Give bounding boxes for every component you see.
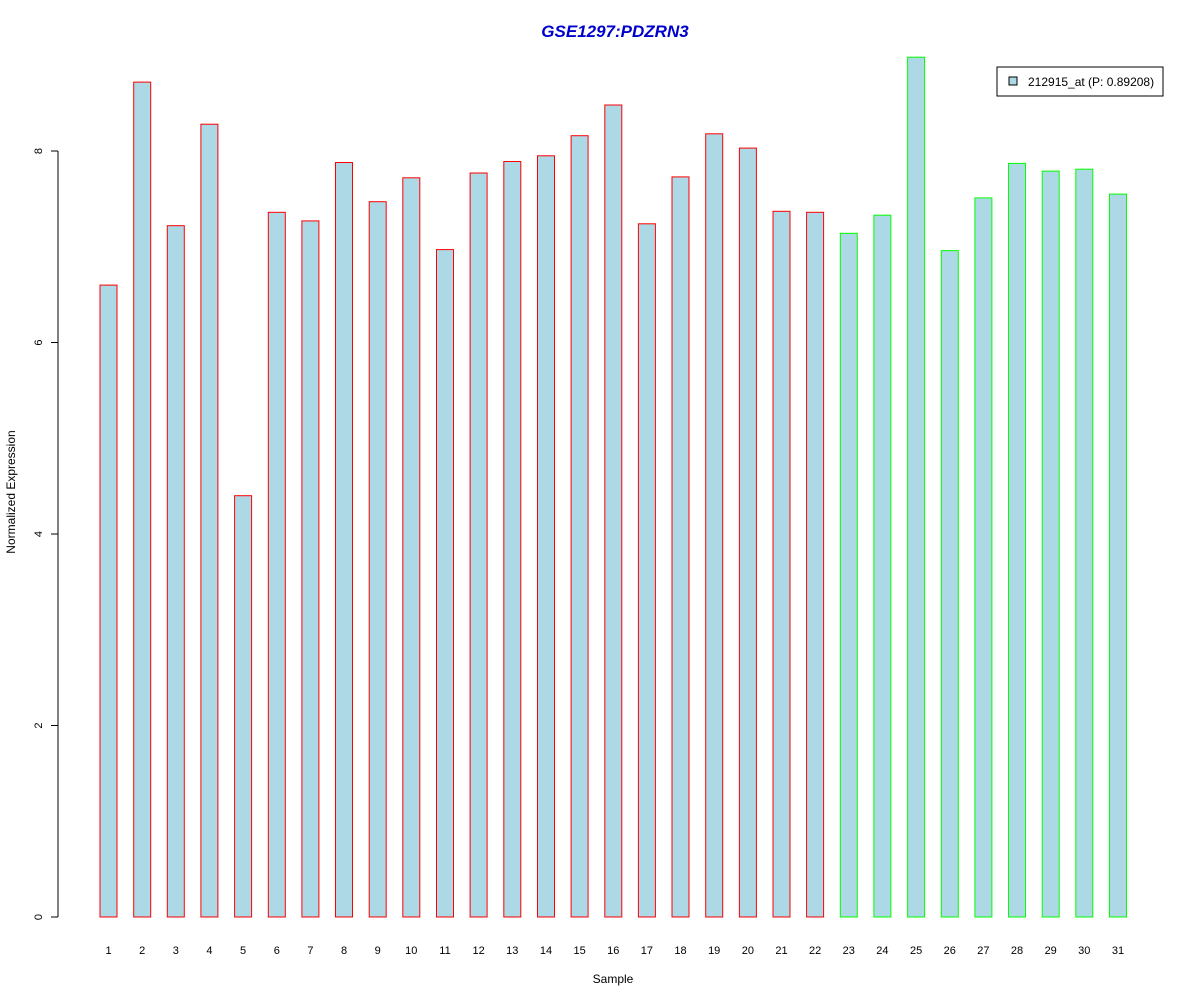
x-tick-label: 16 [607, 945, 619, 957]
x-tick-label: 30 [1078, 945, 1090, 957]
x-tick-label: 23 [843, 945, 855, 957]
x-tick-label: 17 [641, 945, 653, 957]
x-tick-label: 24 [876, 945, 888, 957]
x-tick-label: 31 [1112, 945, 1124, 957]
bar-sample-30 [1075, 168, 1094, 918]
x-tick-label: 12 [472, 945, 484, 957]
bar-sample-26 [940, 250, 959, 918]
bar-sample-28 [1008, 162, 1026, 918]
bar-sample-12 [469, 172, 488, 918]
y-tick-label: 8 [33, 148, 45, 154]
bar-sample-24 [873, 214, 892, 918]
x-tick-label: 2 [139, 945, 145, 957]
bar-sample-29 [1041, 170, 1060, 918]
legend: 212915_at (P: 0.89208) [996, 66, 1164, 97]
bar-sample-23 [839, 232, 858, 918]
bar-sample-20 [738, 147, 757, 918]
bar-sample-27 [974, 197, 993, 918]
x-axis-tick-labels: 1 2 3 4 5 6 7 8 9 10 11 12 13 14 15 16 17 18 19 20 21 22 23 24 2… [105, 945, 1124, 957]
bar-sample-4 [200, 123, 219, 918]
y-tick-label: 6 [33, 339, 45, 345]
bar-sample-10 [402, 177, 421, 918]
x-tick-label: 4 [206, 945, 212, 957]
x-tick-label: 1 [105, 945, 111, 957]
legend-swatch [1008, 76, 1018, 86]
bar-sample-6 [267, 211, 286, 918]
bar-sample-14 [537, 155, 555, 918]
bar-sample-1 [99, 284, 118, 918]
x-tick-label: 13 [506, 945, 518, 957]
x-tick-label: 7 [307, 945, 313, 957]
legend-entry-label: 212915_at (P: 0.89208) [1028, 75, 1154, 89]
bar-sample-22 [806, 211, 825, 918]
bar-sample-13 [503, 161, 522, 918]
x-tick-label: 8 [341, 945, 347, 957]
x-tick-label: 29 [1045, 945, 1057, 957]
bar-sample-17 [637, 223, 656, 918]
x-tick-label: 19 [708, 945, 720, 957]
x-tick-label: 20 [742, 945, 754, 957]
bar-sample-2 [133, 81, 152, 918]
x-tick-label: 28 [1011, 945, 1023, 957]
x-tick-label: 5 [240, 945, 246, 957]
y-axis-label: Normalized Expression [4, 430, 18, 553]
x-tick-label: 27 [977, 945, 989, 957]
x-tick-label: 3 [173, 945, 179, 957]
chart-title: GSE1297:PDZRN3 [541, 22, 689, 41]
x-tick-label: 22 [809, 945, 821, 957]
x-tick-label: 9 [375, 945, 381, 957]
bar-sample-9 [368, 201, 387, 918]
x-tick-label: 26 [944, 945, 956, 957]
x-tick-label: 10 [405, 945, 417, 957]
legend-box [996, 66, 1164, 97]
y-axis: 0 2 4 6 8 [33, 148, 59, 920]
y-tick-label: 2 [33, 722, 45, 728]
bar-sample-25 [907, 56, 926, 918]
y-tick-label: 0 [33, 914, 45, 920]
bar-sample-21 [772, 210, 791, 918]
x-tick-label: 21 [775, 945, 787, 957]
bar-sample-19 [705, 133, 724, 918]
bar-sample-15 [570, 135, 589, 918]
x-tick-label: 14 [540, 945, 552, 957]
bar-sample-31 [1109, 193, 1127, 918]
x-tick-label: 6 [274, 945, 280, 957]
x-tick-label: 15 [573, 945, 585, 957]
x-axis-label: Sample [593, 972, 634, 986]
bar-sample-3 [166, 225, 185, 918]
bar-sample-18 [671, 176, 690, 918]
x-tick-label: 11 [439, 945, 450, 957]
x-tick-label: 18 [674, 945, 686, 957]
x-tick-label: 25 [910, 945, 922, 957]
y-tick-label: 4 [33, 531, 45, 537]
bar-sample-11 [436, 249, 454, 918]
bar-sample-7 [301, 220, 320, 918]
bar-series [99, 56, 1127, 918]
bar-sample-5 [234, 495, 253, 918]
bar-sample-8 [335, 162, 353, 918]
bar-sample-16 [604, 104, 623, 918]
